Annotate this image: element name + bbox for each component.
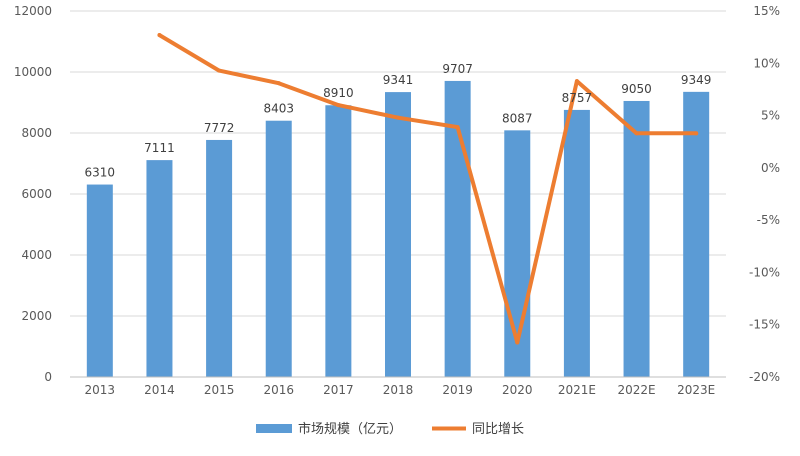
x-tick-label: 2016 [263,383,294,397]
bar-value-label: 9349 [681,73,712,87]
x-tick-label: 2021E [558,383,596,397]
x-tick-label: 2014 [144,383,175,397]
x-tick-label: 2018 [383,383,414,397]
y-left-tick-label: 10000 [14,65,52,79]
data-labels: 6310 7111 7772 8403 8910 9341 9707 8087 8757 9050… [85,62,712,180]
growth-point [157,33,162,38]
bar-value-label: 9341 [383,73,414,87]
growth-line [157,33,699,345]
bar [563,109,590,377]
y-left-tick-label: 6000 [21,187,52,201]
growth-point [694,131,699,136]
bar-value-label: 7772 [204,121,235,135]
growth-point [574,79,579,84]
x-tick-label: 2015 [204,383,235,397]
bar [385,92,411,378]
x-tick-label: 2020 [502,383,533,397]
y-right-tick-label: 0% [761,161,780,175]
bar [206,139,233,377]
bar [325,105,352,378]
legend-bar-label: 市场规模（亿元） [298,421,402,437]
bar [146,160,173,377]
y-right-tick-label: -20% [749,370,780,384]
bar [683,91,710,377]
growth-point [515,340,520,345]
bar-value-label: 7111 [144,141,175,155]
y-right-tick-label: -15% [749,318,780,332]
y-right-tick-label: 5% [761,109,780,123]
bar [623,100,650,377]
bar-value-label: 8087 [502,111,533,125]
bar-series [86,80,710,378]
bar-value-label: 8757 [562,91,593,105]
y-left-tick-label: 12000 [14,4,52,18]
axes: 0 2000 4000 6000 8000 10000 12000 -20% -15% -10% -… [14,4,780,397]
y-left-tick-label: 8000 [21,126,52,140]
line-series [157,33,699,345]
legend-line-label: 同比增长 [472,422,524,437]
legend-bar-swatch [256,424,292,433]
x-tick-label: 2017 [323,383,354,397]
growth-point [455,125,460,130]
growth-point [217,68,222,73]
bar-value-label: 9050 [621,82,652,96]
y-right-tick-label: -10% [749,265,780,279]
y-left-tick-label: 4000 [21,248,52,262]
bar [86,184,113,377]
growth-point [634,131,639,136]
growth-point [276,81,281,86]
bar-value-label: 8403 [263,102,294,116]
y-right-tick-label: 15% [753,4,780,18]
x-tick-label: 2023E [677,383,715,397]
y-left-tick-label: 2000 [21,309,52,323]
y-right-tick-label: -5% [757,213,780,227]
bar [265,120,292,377]
x-tick-label: 2019 [442,383,473,397]
growth-point [396,115,400,120]
bar-value-label: 9707 [442,62,473,76]
bar-value-label: 8910 [323,86,354,100]
bar-value-label: 6310 [85,166,116,180]
y-right-tick-label: 10% [753,56,780,70]
legend: 市场规模（亿元） 同比增长 [256,421,524,437]
y-left-tick-label: 0 [44,370,52,384]
growth-point [336,103,341,108]
x-tick-label: 2013 [85,383,116,397]
x-tick-label: 2022E [617,383,655,397]
